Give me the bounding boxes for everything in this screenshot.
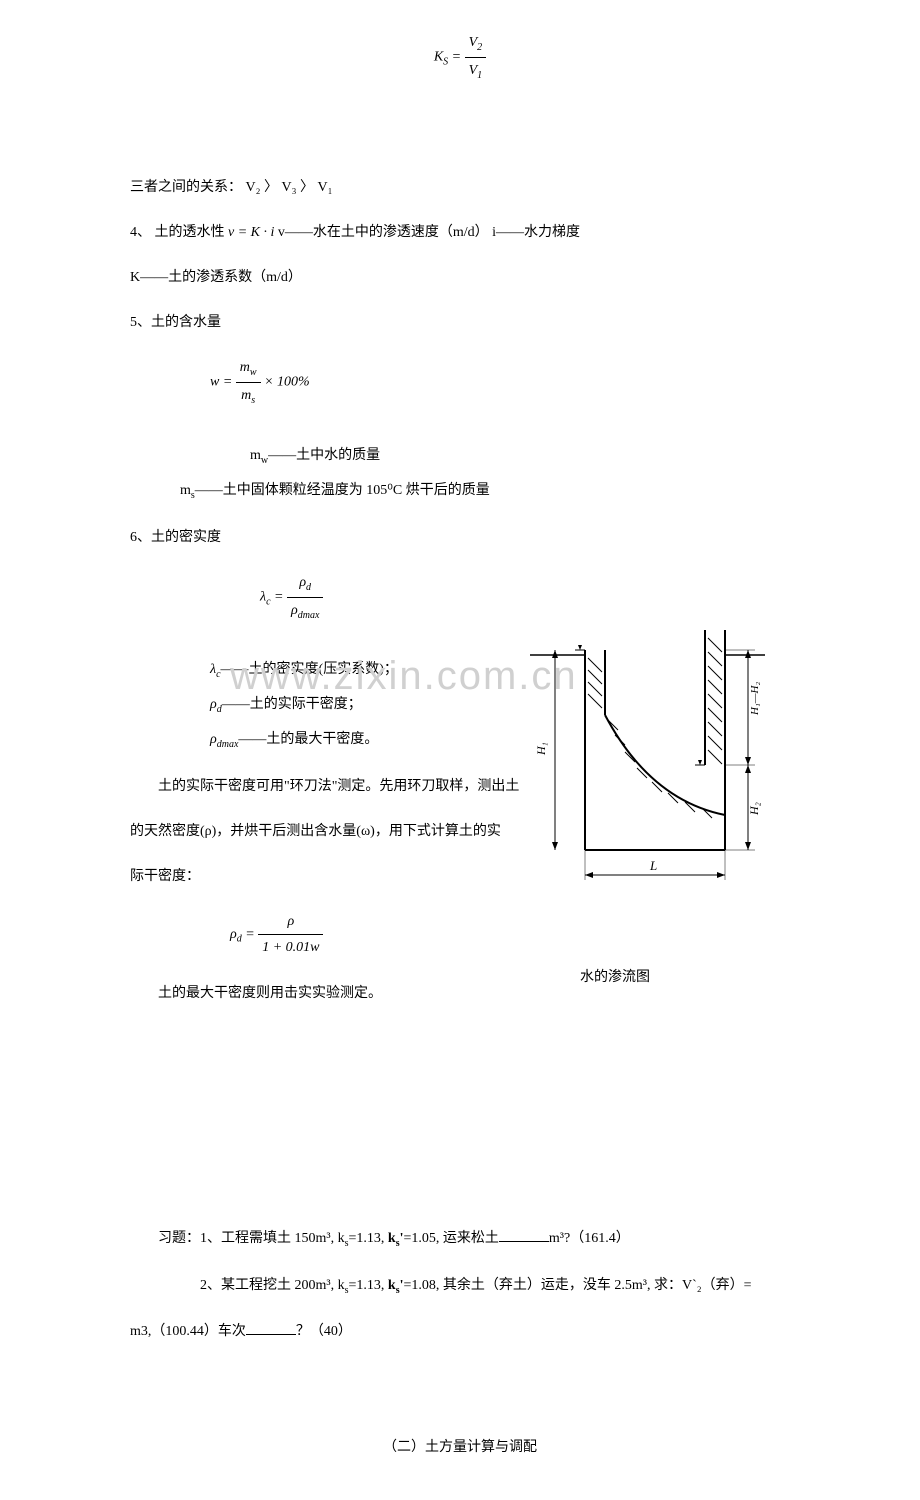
exercise-1: 习题：1、工程需填土 150m³, ks=1.13, ks'=1.05, 运来松… [130,1226,790,1253]
text-natural: 的天然密度(ρ)，并烘干后测出含水量(ω)，用下式计算土的实 [130,819,530,844]
item5-title: 5、土的含水量 [130,310,790,335]
section-2-title: （二）土方量计算与调配 [130,1435,790,1460]
formula-rhod: ρd = ρ 1 + 0.01w [230,909,790,960]
blank-2 [246,1321,296,1335]
svg-text:H₁: H₁ [534,742,548,756]
item6-title: 6、土的密实度 [130,525,790,550]
svg-text:H₂: H₂ [747,802,761,816]
formula-w: w = mw ms × 100% [210,355,790,410]
blank-1 [499,1228,549,1242]
formula-ks: KS = V2 V1 [130,30,790,85]
diagram-caption: 水的渗流图 [580,965,650,990]
text-ring: 土的实际干密度可用"环刀法"测定。先用环刀取样，测出土 [130,774,530,799]
text-dry: 际干密度： [130,864,530,889]
exercise-2-line2: m3,（100.44）车次？（40） [130,1319,790,1344]
svg-text:L: L [649,858,657,873]
item4: 4、 土的透水性 v = K · i v——水在土中的渗透速度（m/d） i——… [130,220,790,245]
def-ms: ms——土中固体颗粒经温度为 105⁰C 烘干后的质量 [180,478,790,505]
exercise-2: 2、某工程挖土 200m³, ks=1.13, ks'=1.08, 其余土（弃土… [130,1273,790,1300]
item4-k-def: K——土的渗透系数（m/d） [130,265,790,290]
relation-text: 三者之间的关系： V₂ 〉 V₃ 〉 V₁ [130,175,790,200]
def-mw: mw——土中水的质量 [250,443,790,470]
svg-text:H₁—H₂: H₁—H₂ [749,682,761,716]
text-max: 土的最大干密度则用击实实验测定。 [130,981,530,1006]
seepage-diagram: H₁ H₁—H₂ H₂ L [530,620,790,900]
formula-lambda: λc = ρd ρdmax [260,570,790,625]
